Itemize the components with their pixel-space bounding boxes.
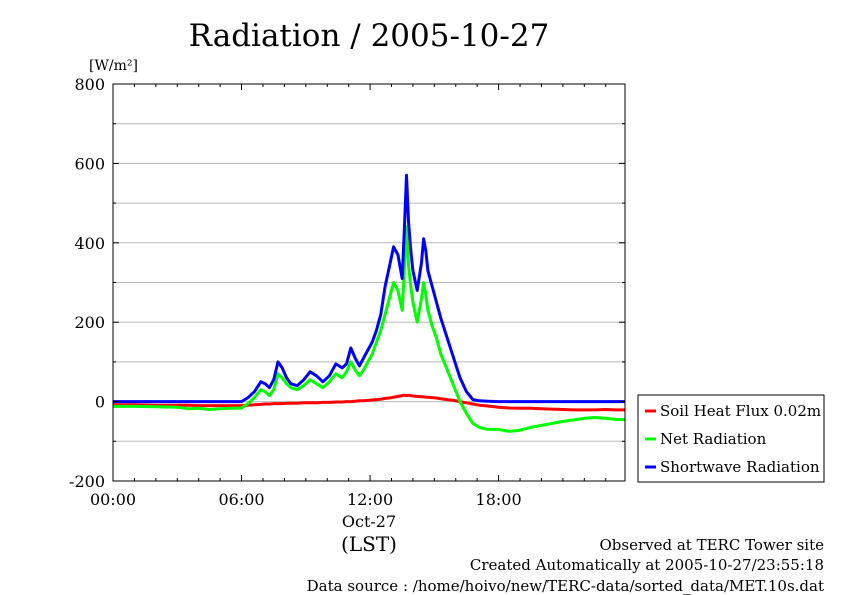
footer-source: Data source : /home/hoivo/new/TERC-data/… xyxy=(307,577,824,595)
y-tick-label: 200 xyxy=(74,313,105,332)
x-date-label: Oct-27 xyxy=(342,512,396,531)
series-lines xyxy=(113,173,625,433)
legend-box xyxy=(637,394,825,483)
x-tick-label: 06:00 xyxy=(218,490,264,509)
series-soil-heat-flux-0-02m xyxy=(113,393,625,412)
series-shortwave-radiation xyxy=(113,173,625,404)
y-axis-ticks: -200 0 200 400 600 800 xyxy=(69,75,625,491)
x-tick-label: 18:00 xyxy=(476,490,522,509)
y-tick-label: 600 xyxy=(74,154,105,173)
legend: Soil Heat Flux 0.02m Net Radiation Shortwa… xyxy=(637,394,825,483)
grid-lines xyxy=(113,83,625,482)
y-tick-label: 0 xyxy=(95,393,105,412)
series-net-radiation xyxy=(113,225,625,433)
x-tick-label: 00:00 xyxy=(90,490,136,509)
legend-label: Net Radiation xyxy=(660,430,767,448)
legend-label: Soil Heat Flux 0.02m xyxy=(660,402,821,420)
footer-created: Created Automatically at 2005-10-27/23:5… xyxy=(470,556,824,574)
y-axis-unit: [W/m²] xyxy=(89,58,138,74)
y-tick-label: -200 xyxy=(69,472,105,491)
y-tick-label: 800 xyxy=(74,75,105,94)
y-tick-label: 400 xyxy=(74,234,105,253)
footer-site: Observed at TERC Tower site xyxy=(599,536,824,554)
x-axis-label: (LST) xyxy=(341,532,397,556)
x-tick-label: 12:00 xyxy=(347,490,393,509)
x-axis-ticks: 00:00 06:00 12:00 18:00 xyxy=(90,84,607,509)
legend-label: Shortwave Radiation xyxy=(660,458,820,476)
chart-title: Radiation / 2005-10-27 xyxy=(189,18,550,54)
